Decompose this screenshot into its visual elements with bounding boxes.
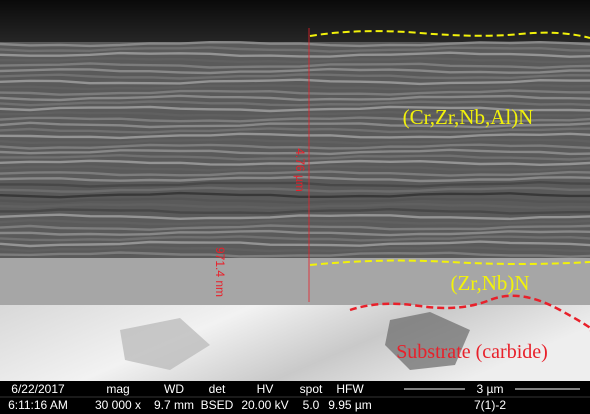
info-text: 5.0 xyxy=(303,398,320,412)
info-text: det xyxy=(209,382,226,396)
info-text: HFW xyxy=(336,382,364,396)
label: Substrate (carbide) xyxy=(396,341,548,363)
label: (Cr,Zr,Nb,Al)N xyxy=(403,105,534,129)
measurement: 971.4 nm xyxy=(213,247,227,297)
info-text: spot xyxy=(300,382,323,396)
info-text: 30 000 x xyxy=(95,398,141,412)
info-text: 20.00 kV xyxy=(241,398,288,412)
info-text: 6:11:16 AM xyxy=(8,398,68,412)
info-text: WD xyxy=(164,382,184,396)
info-text: HV xyxy=(257,382,274,396)
measurement: 4.76 µm xyxy=(293,148,307,192)
info-text: BSED xyxy=(201,398,234,412)
info-text: mag xyxy=(106,382,129,396)
info-text: 3 µm xyxy=(477,382,504,396)
background-top xyxy=(0,0,590,48)
info-text: 7(1)-2 xyxy=(474,398,506,412)
label: (Zr,Nb)N xyxy=(450,271,529,295)
info-text: 6/22/2017 xyxy=(11,382,65,396)
info-text: 9.95 µm xyxy=(328,398,372,412)
sem-image: (Cr,Zr,Nb,Al)N (Zr,Nb)N Substrate (carbi… xyxy=(0,0,590,414)
info-text: 9.7 mm xyxy=(154,398,194,412)
